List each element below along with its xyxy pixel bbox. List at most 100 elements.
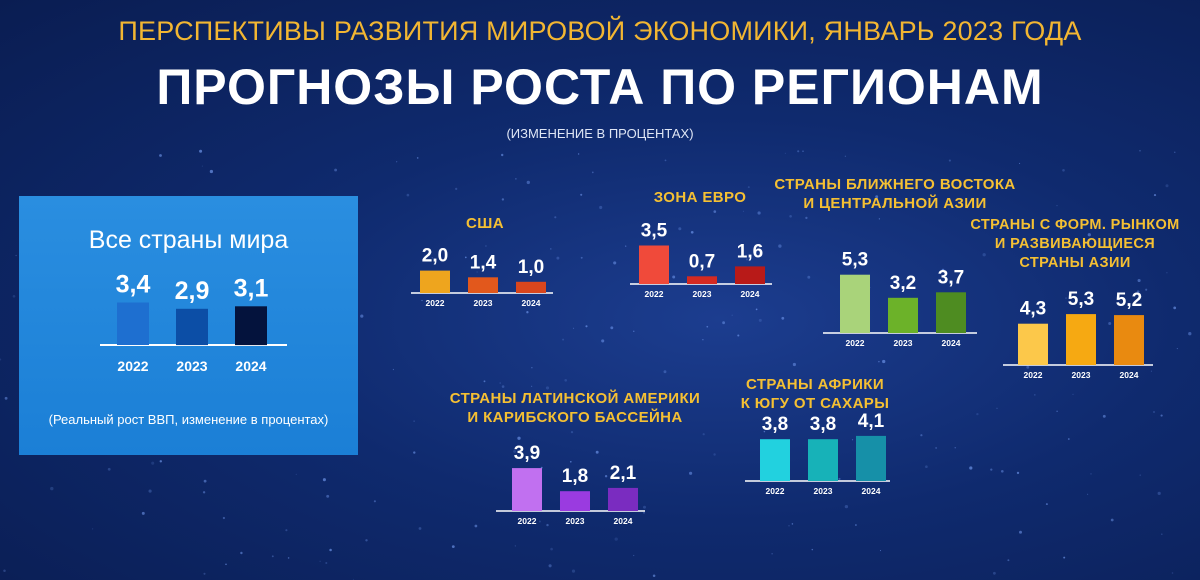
map-dot	[159, 460, 163, 463]
map-dot	[531, 385, 533, 387]
map-dot	[875, 195, 879, 199]
world-bar-2024	[235, 306, 267, 346]
map-dot	[319, 560, 321, 562]
map-dot	[789, 214, 792, 218]
map-dot	[854, 524, 857, 526]
map-dot	[792, 362, 796, 367]
africa-year-label-2022: 2022	[766, 486, 785, 496]
asia-year-label-2022: 2022	[1024, 370, 1043, 380]
map-dot	[1102, 414, 1106, 418]
map-dot	[805, 216, 808, 220]
map-dot	[1171, 572, 1174, 574]
map-dot	[610, 326, 614, 330]
map-dot	[199, 149, 203, 153]
world-bar-2022	[117, 302, 149, 345]
mideast-year-label-2022: 2022	[846, 338, 865, 348]
map-dot	[757, 211, 761, 215]
usa-value-label-2023: 1,4	[470, 252, 497, 273]
map-dot	[287, 557, 290, 559]
latam-year-label-2024: 2024	[614, 516, 633, 526]
map-dot	[652, 574, 656, 577]
map-dot	[92, 528, 94, 530]
mideast-bar-2022	[840, 274, 870, 333]
asia-value-label-2023: 5,3	[1068, 289, 1094, 310]
region-label-euro: ЗОНА ЕВРО	[630, 188, 770, 207]
map-dot	[969, 466, 973, 470]
map-dot	[643, 512, 645, 514]
map-dot	[141, 511, 145, 515]
page-subtitle: ПЕРСПЕКТИВЫ РАЗВИТИЯ МИРОВОЙ ЭКОНОМИКИ, …	[118, 16, 1082, 46]
map-dot	[948, 208, 950, 210]
map-dot	[1065, 297, 1067, 299]
map-dot	[373, 500, 376, 503]
map-dot	[476, 271, 478, 273]
map-dot	[604, 475, 608, 478]
map-dot	[595, 450, 599, 454]
map-dot	[334, 168, 338, 172]
region-label-usa: США	[440, 214, 530, 233]
region-label-asia-line1: СТРАНЫ С ФОРМ. РЫНКОМ	[970, 217, 1180, 233]
map-dot	[4, 396, 8, 400]
mideast-value-label-2023: 3,2	[890, 273, 916, 294]
region-label-mideast-line1: СТРАНЫ БЛИЖНЕГО ВОСТОКА	[774, 176, 1016, 193]
usa-year-label-2023: 2023	[474, 298, 493, 308]
africa-value-label-2023: 3,8	[810, 414, 836, 435]
map-dot	[569, 460, 572, 463]
map-dot	[879, 550, 882, 552]
map-dot	[501, 198, 505, 201]
map-dot	[580, 256, 583, 259]
africa-year-label-2024: 2024	[862, 486, 881, 496]
map-dot	[538, 520, 541, 523]
euro-year-label-2024: 2024	[741, 289, 760, 299]
map-dot	[1168, 225, 1171, 228]
asia-value-label-2024: 5,2	[1116, 290, 1142, 311]
map-dot	[920, 434, 923, 437]
map-dot	[1188, 332, 1192, 336]
map-dot	[948, 159, 951, 162]
map-dot	[1056, 204, 1058, 207]
euro-bar-2024	[735, 266, 765, 284]
latam-year-label-2023: 2023	[566, 516, 585, 526]
map-dot	[1153, 411, 1155, 413]
map-dot	[501, 385, 505, 388]
map-dot	[325, 561, 328, 565]
region-label-africa-line1: СТРАНЫ АФРИКИ	[745, 376, 884, 393]
map-dot	[577, 153, 580, 155]
region-label-mideast: СТРАНЫ БЛИЖНЕГО ВОСТОКА И ЦЕНТРАЛЬНОЙ АЗ…	[745, 175, 1045, 213]
usa-year-label-2024: 2024	[522, 298, 541, 308]
world-value-label-2022: 3,4	[116, 271, 151, 299]
map-dot	[1160, 414, 1163, 417]
latam-value-label-2023: 1,8	[562, 466, 588, 487]
map-dot	[573, 327, 575, 329]
map-dot	[613, 261, 617, 265]
map-dot	[209, 169, 214, 174]
map-dot	[1033, 394, 1036, 396]
map-dot	[50, 486, 54, 491]
map-dot	[663, 370, 667, 374]
mideast-bar-2023	[888, 297, 918, 333]
region-label-mideast-line2: И ЦЕНТРАЛЬНОЙ АЗИИ	[803, 195, 987, 212]
map-dot	[731, 314, 733, 316]
world-value-label-2023: 2,9	[175, 277, 210, 305]
map-dot	[526, 180, 530, 185]
map-dot	[690, 230, 694, 234]
usa-bar-2023	[468, 277, 498, 293]
latam-value-label-2024: 2,1	[610, 463, 637, 484]
map-dot	[550, 547, 553, 551]
latam-bar-2023	[560, 491, 590, 511]
world-year-label-2024: 2024	[235, 358, 266, 374]
map-dot	[852, 439, 854, 441]
map-dot	[1145, 288, 1148, 291]
map-dot	[1019, 530, 1022, 534]
map-dot	[295, 473, 297, 476]
africa-bar-2022	[760, 439, 790, 481]
region-label-africa: СТРАНЫ АФРИКИ К ЮГУ ОТ САХАРЫ	[720, 375, 910, 413]
map-dot	[1072, 393, 1074, 395]
map-dot	[807, 275, 811, 279]
map-dot	[771, 553, 773, 555]
map-dot	[464, 256, 467, 259]
map-dot	[1153, 194, 1157, 197]
map-dot	[513, 449, 517, 453]
africa-bar-2024	[856, 435, 886, 481]
